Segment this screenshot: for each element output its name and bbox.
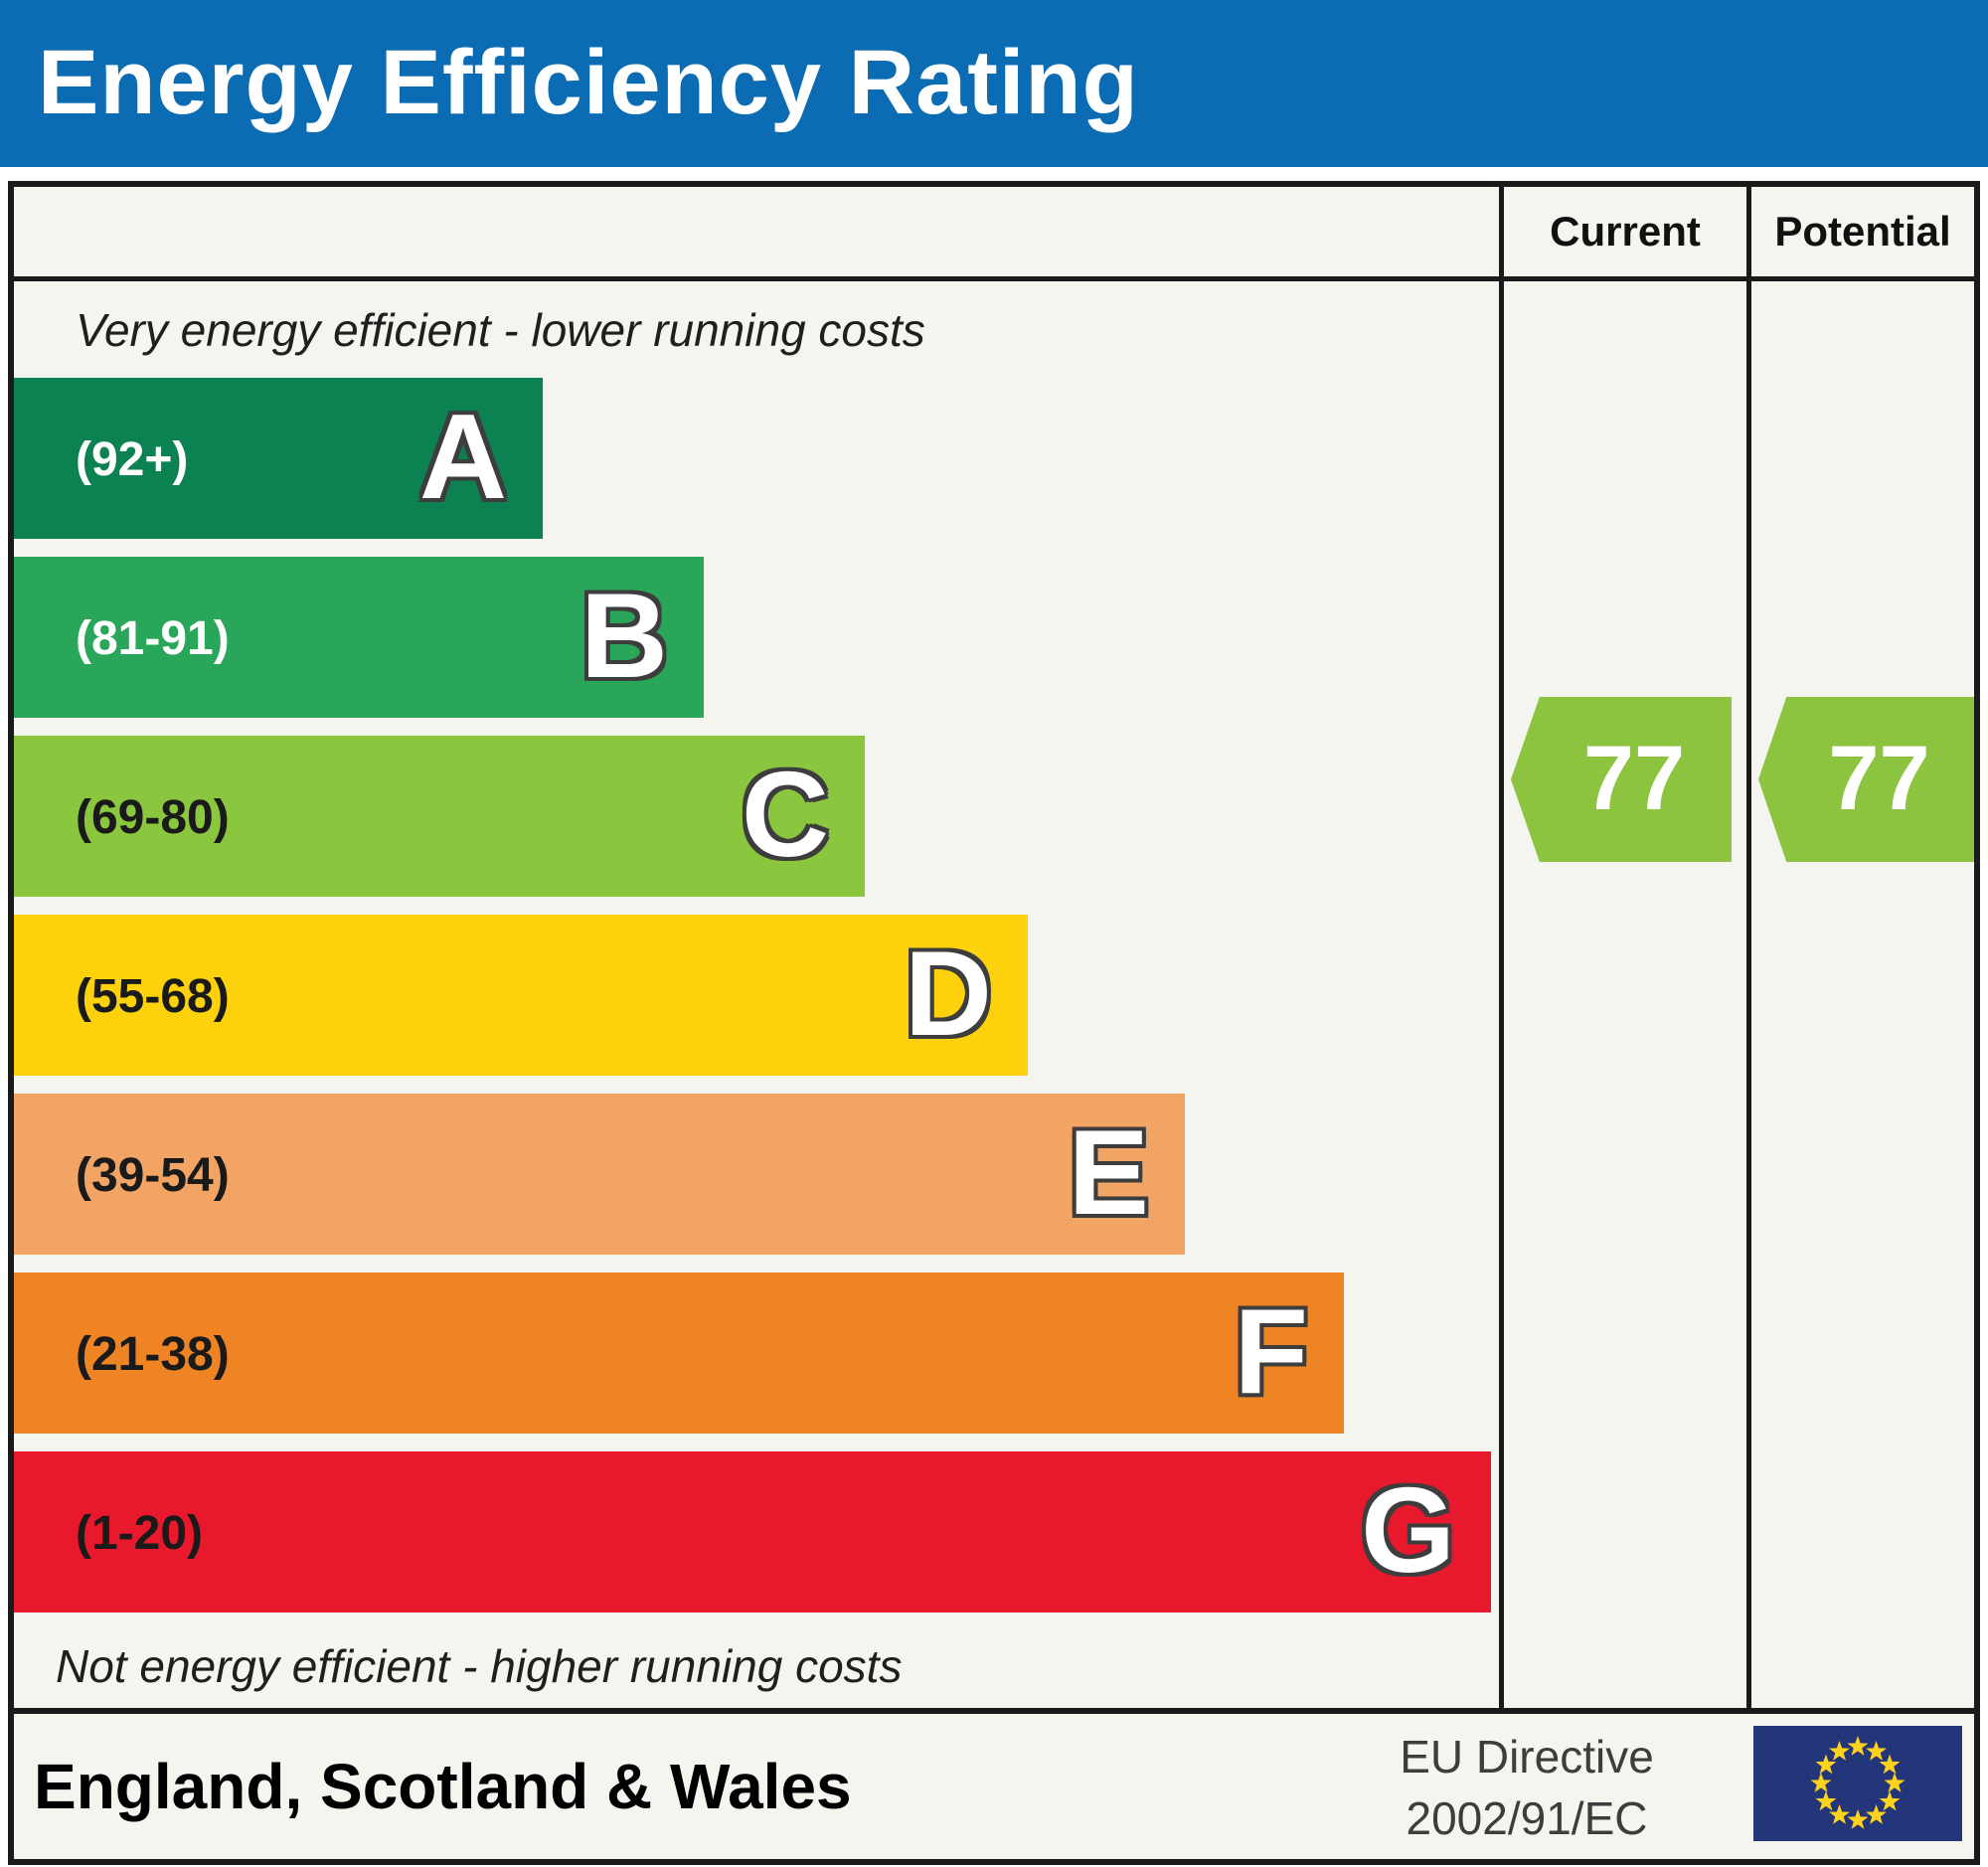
band-row-g: (1-20) G [14,1451,1491,1612]
eu-directive-line2: 2002/91/EC [1406,1792,1648,1844]
current-column-header: Current [1550,208,1701,255]
region-label: England, Scotland & Wales [34,1751,852,1822]
band-row-d: (55-68) D [14,915,1028,1076]
eu-flag-star [1810,1773,1832,1792]
footer: England, Scotland & Wales EU Directive 2… [14,1714,1974,1859]
eu-flag-star [1884,1773,1905,1792]
band-row-f: (21-38) F [14,1273,1344,1434]
footer-divider-line [14,1708,1974,1714]
potential-column-header: Potential [1774,208,1951,255]
current-column-divider [1499,187,1504,1714]
band-range-label: (92+) [76,433,189,486]
current-rating-arrow: 77 [1511,697,1732,862]
band-range-label: (1-20) [76,1507,204,1560]
band-letter: F [1234,1283,1308,1419]
eu-flag [1753,1726,1962,1841]
eu-flag-star [1829,1741,1850,1761]
eu-flag-star [1879,1754,1901,1775]
eu-flag-star [1879,1790,1901,1811]
eu-flag-star [1829,1804,1850,1824]
eu-flag-star [1815,1790,1837,1811]
band-range-label: (39-54) [76,1149,230,1202]
band-range-label: (81-91) [76,612,230,665]
eu-flag-star [1847,1809,1869,1829]
potential-rating-value: 77 [1828,728,1930,829]
band-range-label: (21-38) [76,1328,230,1381]
eu-flag-star [1815,1754,1837,1775]
eu-directive-line1: EU Directive [1400,1731,1654,1782]
band-letter: E [1068,1104,1149,1240]
band-row-c: (69-80) C [14,736,865,897]
eu-flag-star [1866,1741,1887,1761]
band-row-a: (92+) A [14,378,543,539]
rating-table: Current Potential Very energy efficient … [8,181,1980,1865]
eu-flag-star [1866,1804,1887,1824]
potential-column-divider [1746,187,1751,1714]
rating-table-inner: Current Potential Very energy efficient … [14,187,1974,1859]
band-letter: C [741,747,829,882]
eu-directive-label: EU Directive 2002/91/EC [1318,1726,1736,1849]
potential-rating-arrow: 77 [1758,697,1974,862]
band-row-b: (81-91) B [14,557,704,718]
band-row-e: (39-54) E [14,1094,1185,1255]
band-letter: B [580,568,668,703]
eu-flag-star [1847,1736,1869,1756]
header-divider-line [14,276,1974,281]
page-title: Energy Efficiency Rating [38,32,1139,133]
band-letter: A [418,389,507,524]
band-range-label: (69-80) [76,791,230,844]
bottom-note: Not energy efficient - higher running co… [56,1640,903,1692]
band-range-label: (55-68) [76,970,230,1023]
top-note: Very energy efficient - lower running co… [76,304,925,356]
band-letter: G [1361,1462,1455,1598]
title-banner: Energy Efficiency Rating [0,0,1988,167]
current-rating-value: 77 [1582,728,1686,829]
band-letter: D [904,926,992,1061]
